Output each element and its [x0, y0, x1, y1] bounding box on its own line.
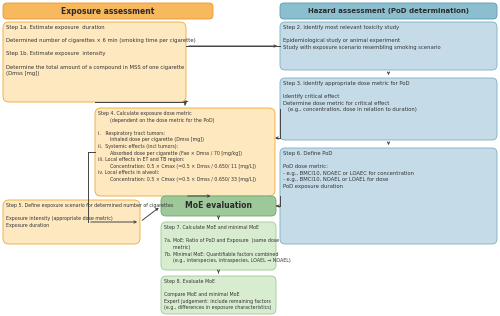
FancyBboxPatch shape	[95, 108, 275, 196]
Text: Step 4. Calculate exposure dose metric
        (dependent on the dose metric for: Step 4. Calculate exposure dose metric (…	[98, 111, 256, 182]
FancyBboxPatch shape	[280, 22, 497, 70]
Text: MoE evaluation: MoE evaluation	[185, 202, 252, 210]
Text: Step 8. Evaluate MoE

Compare MoE and minimal MoE
Expert judgement: include rema: Step 8. Evaluate MoE Compare MoE and min…	[164, 279, 272, 310]
Text: Step 5. Define exposure scenario for determined number of cigarettes

Exposure i: Step 5. Define exposure scenario for det…	[6, 203, 173, 228]
Text: Hazard assessment (PoD determination): Hazard assessment (PoD determination)	[308, 8, 469, 14]
FancyBboxPatch shape	[280, 148, 497, 244]
Text: Step 1a. Estimate exposure  duration

Determined number of cigarettes × 6 min (s: Step 1a. Estimate exposure duration Dete…	[6, 25, 196, 76]
FancyBboxPatch shape	[161, 276, 276, 314]
Text: Step 3. Identify appropriate dose metric for PoD

Identify critical effect
Deter: Step 3. Identify appropriate dose metric…	[283, 81, 417, 112]
FancyBboxPatch shape	[3, 3, 213, 19]
FancyBboxPatch shape	[3, 200, 140, 244]
Text: Step 2. Identify most relevant toxicity study

Epidemiological study or animal e: Step 2. Identify most relevant toxicity …	[283, 25, 440, 50]
FancyBboxPatch shape	[161, 222, 276, 270]
Text: Exposure assessment: Exposure assessment	[62, 7, 154, 15]
FancyBboxPatch shape	[280, 78, 497, 140]
Text: Step 6. Define PoD

PoD dose metric:
- e.g., BMCl10, NOAEC or LOAEC for concentr: Step 6. Define PoD PoD dose metric: - e.…	[283, 151, 414, 189]
Text: +: +	[182, 99, 188, 105]
FancyBboxPatch shape	[280, 3, 497, 19]
FancyBboxPatch shape	[161, 196, 276, 216]
Text: Step 7. Calculate MoE and minimal MoE

7a. MoE: Ratio of PoD and Exposure  (same: Step 7. Calculate MoE and minimal MoE 7a…	[164, 225, 291, 263]
FancyBboxPatch shape	[3, 22, 186, 102]
